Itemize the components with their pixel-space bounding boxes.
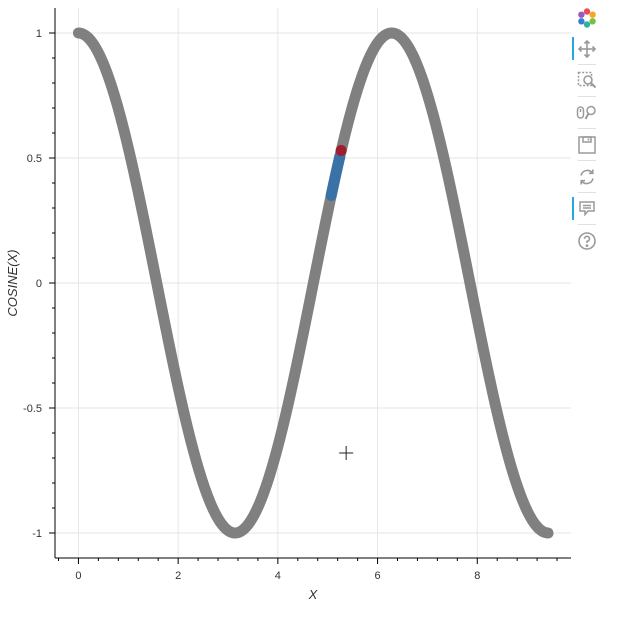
cosine-line: [72, 27, 554, 539]
curve-layer: [72, 27, 554, 539]
x-tick-label: 4: [275, 570, 281, 582]
y-tick-label: 1: [36, 28, 42, 40]
pan-tool-button[interactable]: [572, 35, 602, 62]
save-tool-button[interactable]: [572, 131, 602, 158]
toolbar-separator: [578, 192, 596, 193]
wheel-zoom-icon: [576, 105, 596, 119]
hover-icon: [579, 200, 595, 217]
box-zoom-icon: [577, 71, 597, 88]
toolbar-separator: [578, 64, 596, 65]
x-tick-label: 0: [75, 570, 81, 582]
save-icon: [578, 135, 596, 154]
x-tick-label: 8: [474, 570, 480, 582]
toolbar-separator: [578, 160, 596, 161]
y-tick-label: -0.5: [23, 403, 42, 415]
y-axis-label: COSINE(X): [5, 249, 20, 316]
toolbar-logo[interactable]: [572, 4, 602, 31]
x-axis-label: X: [308, 587, 319, 602]
y-tick-label: 0: [36, 278, 42, 290]
help-tool-button[interactable]: [572, 227, 602, 254]
toolbar-separator: [578, 224, 596, 225]
box-zoom-tool-button[interactable]: [572, 67, 602, 94]
axes: [49, 8, 571, 564]
hover-tool-button[interactable]: [572, 195, 602, 222]
pan-icon: [577, 39, 597, 58]
crosshair-cursor: [339, 446, 354, 460]
grid-lines: [55, 8, 571, 558]
selected-segment: [325, 151, 346, 201]
toolbar-separator: [578, 96, 596, 97]
y-tick-labels: 1 0.5 0 -0.5 -1: [23, 28, 42, 540]
bokeh-logo-icon: [578, 7, 596, 28]
help-icon: [578, 231, 596, 250]
toolbar: [571, 4, 603, 258]
y-tick-label: 0.5: [27, 153, 42, 165]
cosine-plot[interactable]: 0 2 4 6 8 1 0.5 0 -0.5 -1 X COSINE(X): [0, 0, 571, 618]
y-tick-label: -1: [32, 528, 42, 540]
wheel-zoom-tool-button[interactable]: [572, 99, 602, 126]
toolbar-separator: [578, 128, 596, 129]
x-tick-label: 2: [175, 570, 181, 582]
reset-icon: [580, 169, 594, 184]
reset-tool-button[interactable]: [572, 163, 602, 190]
x-tick-labels: 0 2 4 6 8: [75, 570, 480, 582]
hovered-point: [335, 145, 347, 156]
x-tick-label: 6: [374, 570, 380, 582]
